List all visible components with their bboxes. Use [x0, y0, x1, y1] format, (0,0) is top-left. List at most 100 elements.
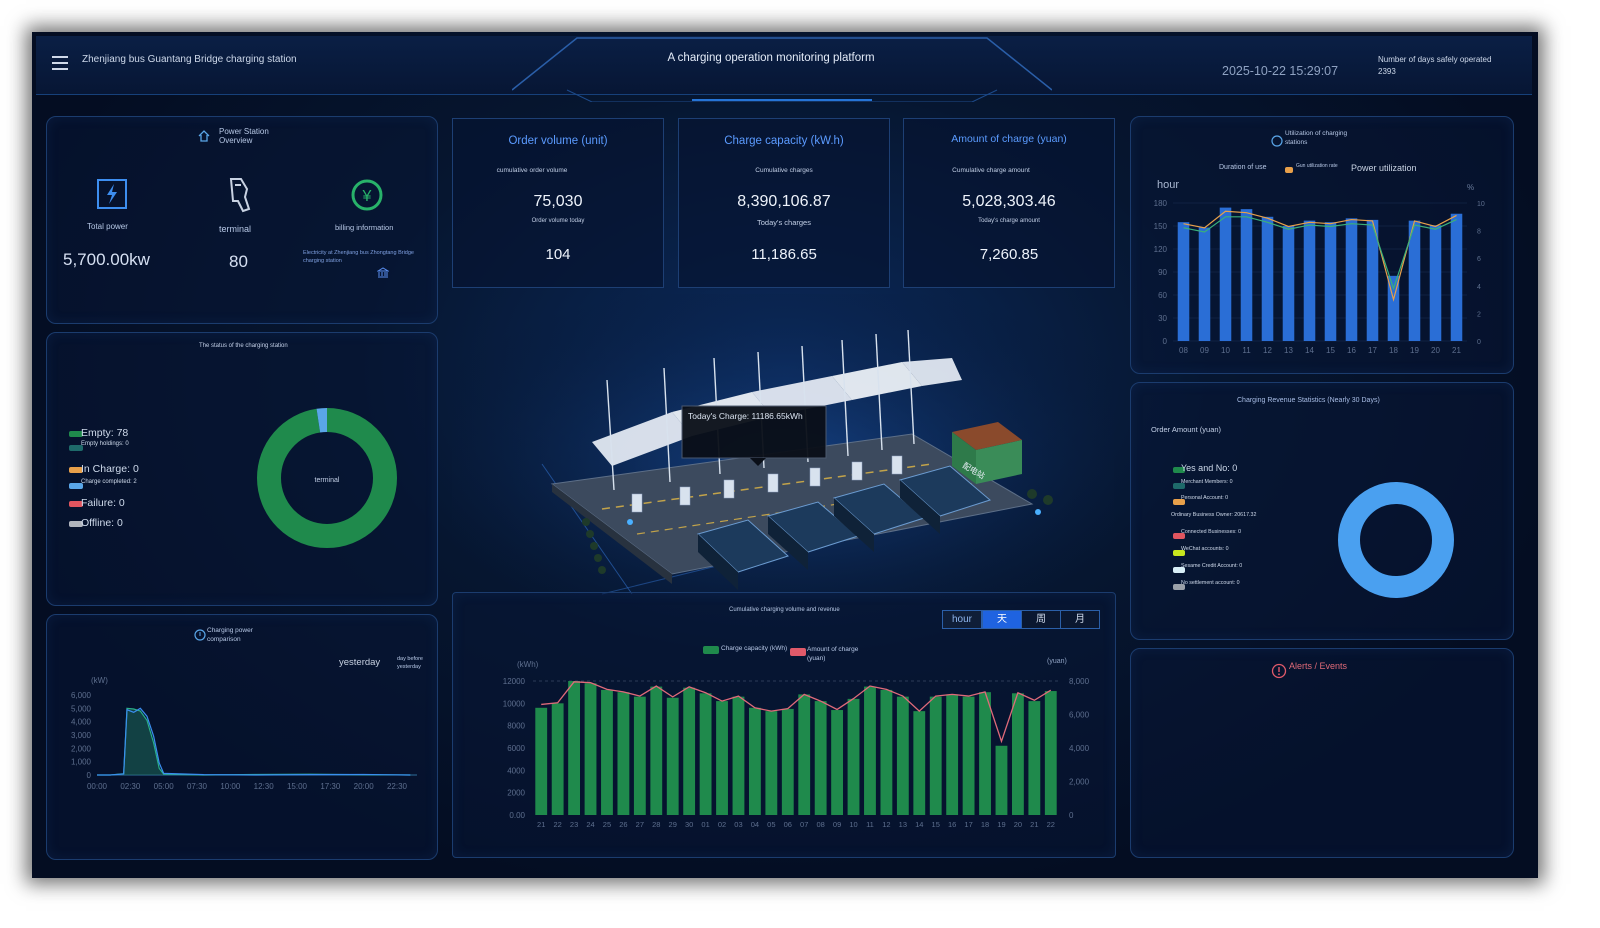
x-tick-label: 11 [1242, 346, 1251, 355]
legend-power: Power utilization [1351, 163, 1417, 173]
billing-label: billing information [335, 223, 394, 232]
kpi-sub2: Today's charges [757, 218, 811, 227]
y-tick-label: 12000 [503, 677, 526, 686]
x-tick-label: 08 [1179, 346, 1188, 355]
x-tick-label: 05:00 [154, 782, 175, 791]
cum-bar [781, 708, 794, 815]
total-power-value: 5,700.00kw [63, 250, 150, 269]
y-tick-label: 120 [1154, 245, 1168, 254]
revenue-legend-swatch [1173, 499, 1185, 505]
cum-bar [650, 686, 663, 815]
revenue-legend-swatch [1173, 467, 1185, 473]
status-legend-swatch [69, 521, 83, 527]
util-bar [1261, 216, 1274, 341]
tab-day[interactable]: 天 [982, 610, 1022, 629]
util-bar [1303, 220, 1316, 341]
x-tick-label: 26 [619, 820, 627, 829]
x-tick-label: 27 [636, 820, 644, 829]
utilization-title: Utilization of charging stations [1285, 130, 1348, 146]
x-tick-label: 02:30 [120, 782, 141, 791]
legend-yesterday: yesterday [339, 657, 381, 668]
revenue-panel: Charging Revenue Statistics (Nearly 30 D… [1130, 382, 1514, 640]
kpi-sub1: cumulative order volume [496, 167, 568, 174]
station-3d-scene: 配电站 Today's Charge: 11186.65kWh [452, 294, 1114, 602]
util-bar [1429, 225, 1442, 341]
cumulative-title: Cumulative charging volume and revenue [729, 607, 840, 613]
status-legend-label: Empty holdings: 0 [81, 441, 129, 447]
bank-icon[interactable] [377, 267, 389, 279]
y-tick-label: 6000 [507, 744, 525, 753]
svg-text:¥: ¥ [362, 188, 372, 205]
order-amount-label: Order Amount (yuan) [1151, 425, 1222, 434]
x-tick-label: 17 [964, 820, 972, 829]
tab-month[interactable]: 月 [1060, 610, 1100, 629]
donut-center-label: terminal [315, 477, 340, 484]
x-tick-label: 09 [1200, 346, 1209, 355]
platform-title: A charging operation monitoring platform [667, 52, 875, 64]
x-tick-label: 28 [652, 820, 660, 829]
kpi-amount: Amount of charge (yuan) Cumulative charg… [903, 118, 1115, 288]
status-legend-swatch [69, 431, 83, 437]
x-tick-label: 12 [1263, 346, 1272, 355]
y-tick-label: 1,000 [71, 758, 92, 767]
alerts-title: Alerts / Events [1289, 661, 1348, 671]
cum-bar [732, 696, 745, 815]
revenue-legend-label: Personal Account: 0 [1181, 495, 1229, 501]
menu-icon[interactable] [52, 56, 68, 70]
datetime: 2025-10-22 15:29:07 [1222, 64, 1339, 78]
revenue-legend-swatch [1173, 567, 1185, 573]
cum-bar [584, 683, 597, 815]
cum-bar [617, 692, 630, 815]
cum-bar [979, 692, 991, 815]
x-tick-label: 16 [948, 820, 956, 829]
cum-bar [946, 694, 959, 815]
y-tick-label: 4000 [507, 766, 525, 775]
home-icon [198, 130, 210, 142]
y2-tick-label: 6,000 [1069, 711, 1090, 720]
x-tick-label: 00:00 [87, 782, 108, 791]
cum-bar [864, 686, 876, 815]
kpi-value2: 104 [545, 246, 571, 263]
cum-bar [551, 703, 564, 815]
y2-tick-label: 8,000 [1069, 677, 1090, 686]
cum-bar [831, 710, 844, 815]
status-legend-label: Empty: 78 [81, 427, 129, 439]
y2-tick-label: 0 [1477, 339, 1481, 346]
legend-amount-swatch [790, 648, 806, 656]
tooltip-text: Today's Charge: 11186.65kWh [688, 411, 803, 421]
buses [697, 465, 992, 590]
x-tick-label: 06 [784, 820, 792, 829]
legend-amount: Amount of charge (yuan) [807, 646, 859, 662]
x-tick-label: 07:30 [187, 782, 208, 791]
power-compare-panel: Charging power comparison yesterday day … [46, 614, 438, 860]
kpi-value1: 5,028,303.46 [962, 193, 1056, 210]
y2-tick-label: 4,000 [1069, 744, 1090, 753]
revenue-legend-label: Connected Businesses: 0 [1181, 529, 1242, 535]
status-legend-swatch [69, 445, 83, 451]
y2-tick-label: 6 [1477, 256, 1481, 263]
kpi-value2: 11,186.65 [751, 246, 817, 263]
kpi-charges: Charge capacity (kW.h) Cumulative charge… [678, 118, 890, 288]
tab-hour[interactable]: hour [942, 610, 982, 629]
billing-icon: ¥ [351, 179, 383, 211]
util-yright-unit: % [1467, 183, 1475, 192]
legend-duration: Duration of use [1219, 164, 1267, 171]
y-unit-label: (kW) [91, 676, 108, 685]
cum-bar [1044, 691, 1057, 815]
y-tick-label: 6,000 [71, 691, 92, 700]
y-tick-label: 0.00 [509, 811, 525, 820]
x-tick-label: 05 [767, 820, 775, 829]
y2-tick-label: 10 [1477, 201, 1485, 208]
status-panel: The status of the charging station Empty… [46, 332, 438, 606]
cum-bar [765, 711, 778, 815]
cum-bar [896, 696, 909, 815]
safe-days-label: Number of days safely operated [1378, 55, 1492, 64]
x-tick-label: 18 [981, 820, 989, 829]
y-tick-label: 150 [1154, 222, 1168, 231]
util-bar [1198, 227, 1211, 341]
cum-amount-line [541, 681, 1052, 744]
revenue-legend-label: Merchant Members: 0 [1181, 479, 1233, 485]
status-legend-swatch [69, 467, 83, 473]
tab-week[interactable]: 周 [1021, 610, 1061, 629]
util-bar [1282, 226, 1295, 341]
